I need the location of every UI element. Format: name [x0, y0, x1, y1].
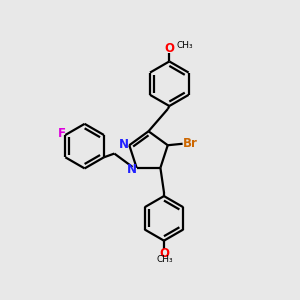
Text: F: F: [58, 127, 66, 140]
Text: Br: Br: [183, 137, 198, 150]
Text: O: O: [164, 42, 174, 55]
Text: CH₃: CH₃: [157, 255, 173, 264]
Text: CH₃: CH₃: [177, 40, 194, 50]
Text: N: N: [127, 163, 137, 176]
Text: N: N: [119, 138, 129, 151]
Text: O: O: [159, 247, 169, 260]
